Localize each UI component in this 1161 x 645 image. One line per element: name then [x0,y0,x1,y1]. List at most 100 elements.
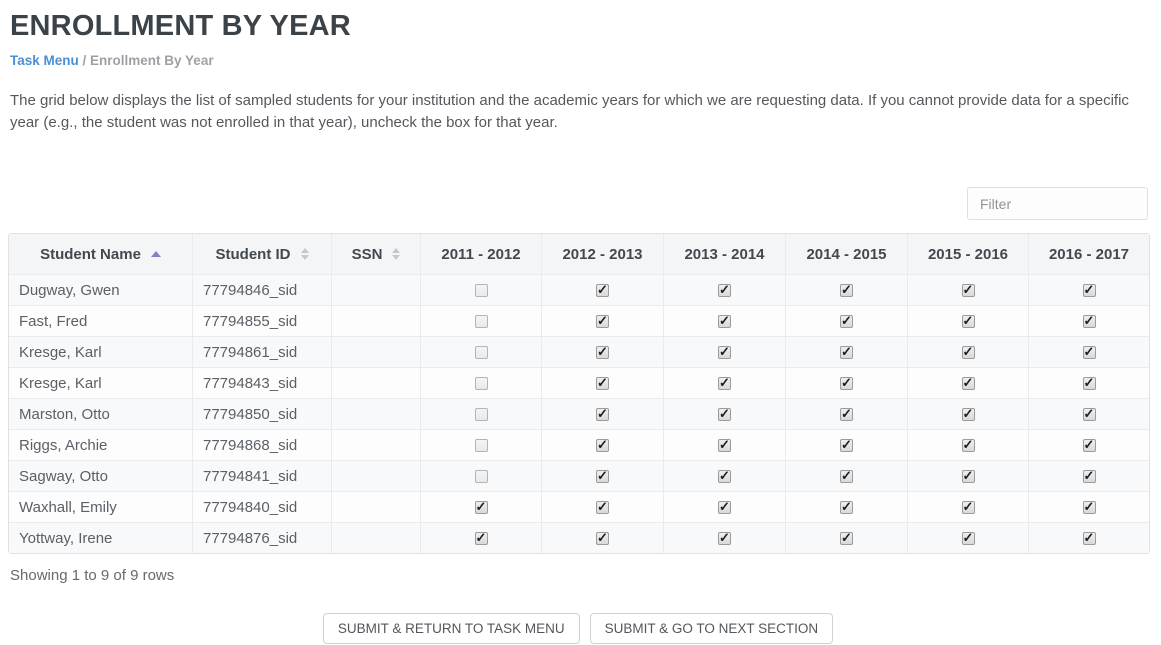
enrollment-checkbox-2011-2012[interactable] [474,439,488,453]
year-cell-2011-2012 [420,522,541,553]
enrollment-checkbox-2012-2013[interactable] [596,313,609,329]
enrollment-checkbox-2015-2016[interactable] [961,468,975,484]
year-cell-2014-2015 [785,367,907,398]
enrollment-checkbox-2011-2012[interactable] [474,499,488,515]
year-cell-2011-2012 [420,274,541,305]
enrollment-checkbox-2012-2013[interactable] [596,344,609,360]
enrollment-checkbox-2012-2013[interactable] [596,437,609,453]
enrollment-checkbox-2013-2014[interactable] [718,282,731,298]
student-id-cell: 77794876_sid [192,522,331,553]
enrollment-checkbox-2013-2014[interactable] [718,313,731,329]
student-id-cell: 77794868_sid [192,429,331,460]
enrollment-checkbox-2014-2015[interactable] [840,375,853,391]
enrollment-checkbox-2013-2014[interactable] [718,530,731,546]
year-cell-2016-2017 [1028,367,1149,398]
enrollment-checkbox-2011-2012[interactable] [474,284,488,298]
submit-next-section-button[interactable]: SUBMIT & GO TO NEXT SECTION [589,613,834,644]
enrollment-checkbox-2015-2016[interactable] [961,282,975,298]
year-cell-2015-2016 [907,429,1028,460]
student-id-cell: 77794855_sid [192,305,331,336]
button-bar: SUBMIT & RETURN TO TASK MENU SUBMIT & GO… [8,613,1148,644]
enrollment-checkbox-2015-2016[interactable] [961,344,975,360]
enrollment-checkbox-2016-2017[interactable] [1082,499,1096,515]
enrollment-checkbox-2013-2014[interactable] [718,406,731,422]
enrollment-checkbox-2013-2014[interactable] [718,437,731,453]
enrollment-checkbox-2015-2016[interactable] [961,499,975,515]
breadcrumb: Task Menu / Enrollment By Year [10,53,1148,68]
year-cell-2015-2016 [907,305,1028,336]
enrollment-checkbox-2013-2014[interactable] [718,375,731,391]
enrollment-checkbox-2011-2012[interactable] [474,346,488,360]
year-cell-2015-2016 [907,367,1028,398]
enrollment-checkbox-2012-2013[interactable] [596,530,609,546]
year-cell-2011-2012 [420,336,541,367]
student-id-cell: 77794861_sid [192,336,331,367]
enrollment-checkbox-2015-2016[interactable] [961,406,975,422]
student-id-cell: 77794840_sid [192,491,331,522]
enrollment-checkbox-2016-2017[interactable] [1082,437,1096,453]
year-cell-2013-2014 [663,398,785,429]
enrollment-checkbox-2012-2013[interactable] [596,499,609,515]
year-cell-2012-2013 [541,429,663,460]
year-cell-2013-2014 [663,460,785,491]
enrollment-checkbox-2015-2016[interactable] [961,313,975,329]
student-name-cell: Kresge, Karl [9,336,192,367]
year-cell-2016-2017 [1028,336,1149,367]
column-label: SSN [351,245,383,263]
year-cell-2016-2017 [1028,429,1149,460]
enrollment-table: Student Name Student ID SSN 201 [8,233,1150,554]
table-row: Kresge, Karl 77794861_sid [9,336,1149,367]
enrollment-checkbox-2012-2013[interactable] [596,406,609,422]
column-header-student-id[interactable]: Student ID [192,234,331,274]
enrollment-checkbox-2016-2017[interactable] [1082,406,1096,422]
enrollment-checkbox-2011-2012[interactable] [474,377,488,391]
enrollment-checkbox-2012-2013[interactable] [596,282,609,298]
year-cell-2011-2012 [420,429,541,460]
enrollment-checkbox-2013-2014[interactable] [718,344,731,360]
submit-return-task-menu-button[interactable]: SUBMIT & RETURN TO TASK MENU [322,613,580,644]
enrollment-checkbox-2016-2017[interactable] [1082,344,1096,360]
enrollment-checkbox-2015-2016[interactable] [961,375,975,391]
year-cell-2016-2017 [1028,491,1149,522]
enrollment-checkbox-2014-2015[interactable] [840,530,853,546]
filter-bar [8,187,1148,220]
page-title: ENROLLMENT BY YEAR [10,10,351,42]
student-name-cell: Yottway, Irene [9,522,192,553]
enrollment-checkbox-2014-2015[interactable] [840,344,853,360]
column-header-ssn[interactable]: SSN [331,234,420,274]
enrollment-checkbox-2013-2014[interactable] [718,468,731,484]
enrollment-checkbox-2016-2017[interactable] [1082,375,1096,391]
year-cell-2014-2015 [785,398,907,429]
column-header-year-2012-2013: 2012 - 2013 [541,234,663,274]
enrollment-checkbox-2012-2013[interactable] [596,375,609,391]
enrollment-checkbox-2014-2015[interactable] [840,313,853,329]
enrollment-checkbox-2014-2015[interactable] [840,499,853,515]
enrollment-checkbox-2011-2012[interactable] [474,408,488,422]
enrollment-checkbox-2016-2017[interactable] [1082,530,1096,546]
enrollment-checkbox-2012-2013[interactable] [596,468,609,484]
enrollment-checkbox-2016-2017[interactable] [1082,282,1096,298]
enrollment-checkbox-2016-2017[interactable] [1082,468,1096,484]
filter-input[interactable] [967,187,1148,220]
year-cell-2013-2014 [663,491,785,522]
ssn-cell [331,336,420,367]
table-header: Student Name Student ID SSN 201 [9,234,1149,274]
enrollment-checkbox-2013-2014[interactable] [718,499,731,515]
enrollment-checkbox-2011-2012[interactable] [474,530,488,546]
enrollment-checkbox-2011-2012[interactable] [474,315,488,329]
student-name-cell: Riggs, Archie [9,429,192,460]
column-header-student-name[interactable]: Student Name [9,234,192,274]
enrollment-checkbox-2014-2015[interactable] [840,468,853,484]
ssn-cell [331,460,420,491]
table-row: Sagway, Otto 77794841_sid [9,460,1149,491]
enrollment-checkbox-2015-2016[interactable] [961,530,975,546]
student-name-cell: Marston, Otto [9,398,192,429]
enrollment-checkbox-2014-2015[interactable] [840,282,853,298]
breadcrumb-current: Enrollment By Year [90,53,214,68]
enrollment-checkbox-2011-2012[interactable] [474,470,488,484]
breadcrumb-link-task-menu[interactable]: Task Menu [10,53,79,68]
enrollment-checkbox-2015-2016[interactable] [961,437,975,453]
enrollment-checkbox-2016-2017[interactable] [1082,313,1096,329]
enrollment-checkbox-2014-2015[interactable] [840,406,853,422]
enrollment-checkbox-2014-2015[interactable] [840,437,853,453]
